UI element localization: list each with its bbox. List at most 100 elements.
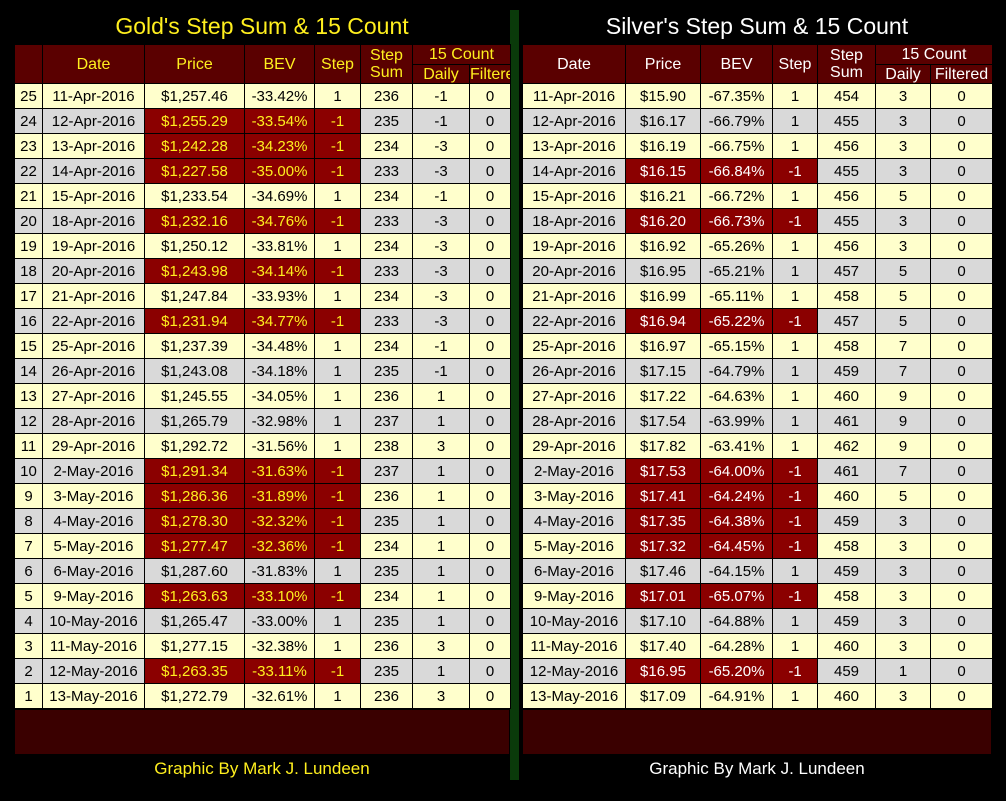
gold-cell-step-sum: 234: [360, 533, 413, 559]
gold-cell-date: 5-May-2016: [42, 533, 145, 559]
gold-table-row: 4 10-May-2016 $1,265.47 -33.00% 1 235 1 0: [14, 608, 511, 634]
gold-cell-date: 20-Apr-2016: [42, 258, 145, 284]
gold-cell-bev: -32.38%: [244, 633, 315, 659]
gold-cell-rank: 2: [14, 658, 43, 684]
silver-cell-step: 1: [772, 433, 818, 459]
gold-cell-daily: 1: [412, 658, 470, 684]
silver-cell-daily: 3: [875, 108, 931, 134]
gold-cell-bev: -33.93%: [244, 283, 315, 309]
gold-cell-rank: 8: [14, 508, 43, 534]
silver-cell-date: 20-Apr-2016: [522, 258, 626, 284]
silver-header-date: Date: [522, 44, 626, 84]
gold-cell-bev: -34.76%: [244, 208, 315, 234]
gold-cell-price: $1,227.58: [144, 158, 245, 184]
silver-cell-daily: 1: [875, 658, 931, 684]
silver-cell-daily: 5: [875, 283, 931, 309]
silver-cell-step-sum: 457: [817, 308, 876, 334]
gold-cell-filtered: 0: [469, 483, 511, 509]
gold-table-row: 2 12-May-2016 $1,263.35 -33.11% -1 235 1 0: [14, 658, 511, 684]
silver-cell-daily: 3: [875, 158, 931, 184]
silver-cell-daily: 9: [875, 433, 931, 459]
gold-cell-step-sum: 235: [360, 658, 413, 684]
silver-table-row: 12-Apr-2016 $16.17 -66.79% 1 455 3 0: [522, 108, 993, 134]
gold-table-row: 22 14-Apr-2016 $1,227.58 -35.00% -1 233 -3 0: [14, 158, 511, 184]
gold-header-price: Price: [144, 44, 245, 84]
silver-table-row: 3-May-2016 $17.41 -64.24% -1 460 5 0: [522, 483, 993, 509]
gold-cell-filtered: 0: [469, 158, 511, 184]
gold-table-row: 8 4-May-2016 $1,278.30 -32.32% -1 235 1 0: [14, 508, 511, 534]
gold-cell-daily: -3: [412, 283, 470, 309]
silver-table-row: 28-Apr-2016 $17.54 -63.99% 1 461 9 0: [522, 408, 993, 434]
gold-cell-daily: 1: [412, 608, 470, 634]
silver-cell-filtered: 0: [930, 683, 993, 709]
gold-cell-date: 14-Apr-2016: [42, 158, 145, 184]
gold-cell-filtered: 0: [469, 533, 511, 559]
gold-cell-daily: 1: [412, 483, 470, 509]
silver-cell-daily: 3: [875, 533, 931, 559]
silver-cell-filtered: 0: [930, 108, 993, 134]
gold-cell-step: -1: [314, 308, 361, 334]
gold-cell-step-sum: 234: [360, 233, 413, 259]
gold-cell-bev: -32.61%: [244, 683, 315, 709]
silver-header-price: Price: [625, 44, 701, 84]
gold-cell-date: 2-May-2016: [42, 458, 145, 484]
silver-cell-step: -1: [772, 508, 818, 534]
gold-cell-bev: -31.83%: [244, 558, 315, 584]
silver-cell-date: 3-May-2016: [522, 483, 626, 509]
gold-table-row: 25 11-Apr-2016 $1,257.46 -33.42% 1 236 -1 0: [14, 83, 511, 109]
gold-cell-rank: 4: [14, 608, 43, 634]
gold-cell-step: -1: [314, 108, 361, 134]
gold-cell-filtered: 0: [469, 283, 511, 309]
gold-cell-step: 1: [314, 83, 361, 109]
silver-cell-filtered: 0: [930, 583, 993, 609]
silver-header-step-sum: Step Sum: [817, 44, 876, 84]
gold-cell-rank: 9: [14, 483, 43, 509]
silver-cell-bev: -66.79%: [700, 108, 773, 134]
silver-cell-price: $17.40: [625, 633, 701, 659]
silver-cell-price: $17.46: [625, 558, 701, 584]
silver-cell-date: 15-Apr-2016: [522, 183, 626, 209]
gold-title: Gold's Step Sum & 15 Count: [115, 13, 409, 39]
silver-cell-daily: 3: [875, 583, 931, 609]
gold-cell-rank: 16: [14, 308, 43, 334]
gold-table-filler: [14, 709, 510, 755]
silver-cell-filtered: 0: [930, 508, 993, 534]
silver-cell-step: -1: [772, 583, 818, 609]
gold-cell-date: 19-Apr-2016: [42, 233, 145, 259]
silver-header-bev: BEV: [700, 44, 773, 84]
gold-cell-step-sum: 235: [360, 558, 413, 584]
gold-cell-daily: -3: [412, 258, 470, 284]
silver-cell-price: $17.09: [625, 683, 701, 709]
gold-cell-rank: 20: [14, 208, 43, 234]
silver-table-row: 5-May-2016 $17.32 -64.45% -1 458 3 0: [522, 533, 993, 559]
gold-cell-step: -1: [314, 583, 361, 609]
gold-table-row: 21 15-Apr-2016 $1,233.54 -34.69% 1 234 -1 0: [14, 183, 511, 209]
silver-cell-date: 14-Apr-2016: [522, 158, 626, 184]
silver-cell-date: 9-May-2016: [522, 583, 626, 609]
silver-header-filtered: Filtered: [930, 64, 993, 84]
silver-cell-daily: 7: [875, 333, 931, 359]
gold-header-step-sum: Step Sum: [360, 44, 413, 84]
gold-cell-step-sum: 236: [360, 483, 413, 509]
gold-cell-daily: 3: [412, 633, 470, 659]
gold-cell-price: $1,242.28: [144, 133, 245, 159]
silver-cell-bev: -64.24%: [700, 483, 773, 509]
gold-cell-step: 1: [314, 333, 361, 359]
silver-cell-step-sum: 458: [817, 583, 876, 609]
gold-cell-step-sum: 233: [360, 308, 413, 334]
silver-cell-bev: -65.20%: [700, 658, 773, 684]
silver-cell-step: 1: [772, 683, 818, 709]
gold-cell-daily: -3: [412, 133, 470, 159]
silver-cell-step-sum: 455: [817, 158, 876, 184]
silver-cell-date: 12-Apr-2016: [522, 108, 626, 134]
gold-table-row: 18 20-Apr-2016 $1,243.98 -34.14% -1 233 -3 0: [14, 258, 511, 284]
silver-cell-bev: -64.45%: [700, 533, 773, 559]
gold-cell-filtered: 0: [469, 683, 511, 709]
silver-cell-step: 1: [772, 283, 818, 309]
gold-cell-price: $1,277.15: [144, 633, 245, 659]
silver-cell-filtered: 0: [930, 558, 993, 584]
gold-cell-filtered: 0: [469, 658, 511, 684]
silver-table-row: 19-Apr-2016 $16.92 -65.26% 1 456 3 0: [522, 233, 993, 259]
gold-table-row: 19 19-Apr-2016 $1,250.12 -33.81% 1 234 -3 0: [14, 233, 511, 259]
silver-cell-date: 5-May-2016: [522, 533, 626, 559]
